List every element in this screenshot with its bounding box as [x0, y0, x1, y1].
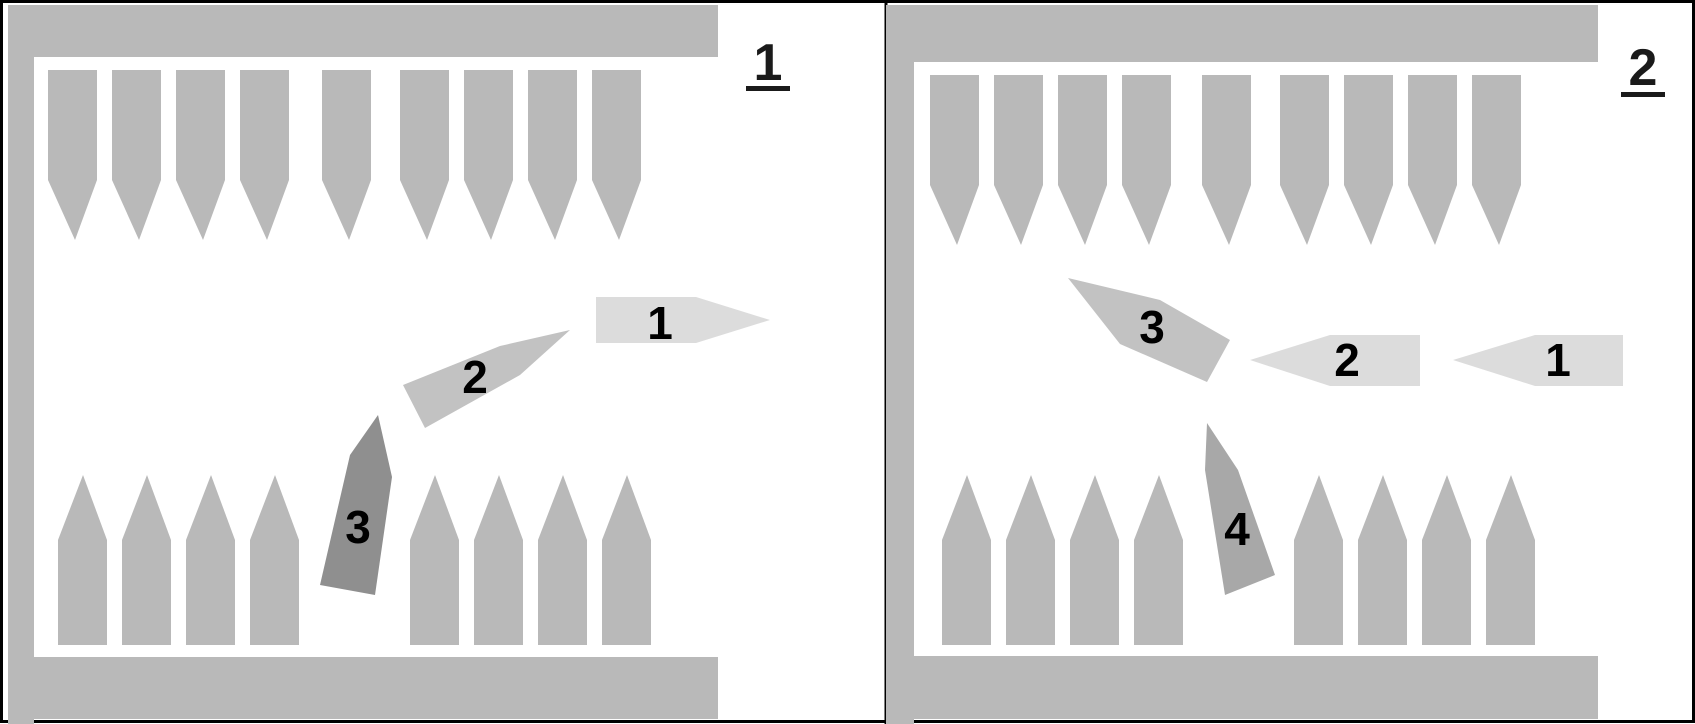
panel-label-underline: [1621, 92, 1665, 97]
maneuvering-boat-1: 1: [596, 297, 770, 349]
panel-1: 1 2 3 1: [8, 5, 790, 724]
left-wall: [8, 5, 34, 724]
berthed-boat: [240, 70, 289, 240]
berthed-boat: [1070, 475, 1119, 645]
berthed-boat: [122, 475, 171, 645]
boat-number: 3: [1139, 301, 1165, 353]
berthed-boat: [1358, 475, 1407, 645]
berthed-boat: [1472, 75, 1521, 245]
maneuvering-boat-2: 2: [403, 330, 570, 428]
boat-number: 4: [1224, 503, 1250, 555]
berthed-boat: [1006, 475, 1055, 645]
berthed-boat: [1422, 475, 1471, 645]
boat-number: 1: [647, 297, 673, 349]
berthed-boat: [410, 475, 459, 645]
panel-label: 1: [754, 34, 783, 92]
berthed-boats-top-row: [930, 75, 1521, 245]
berthed-boat: [930, 75, 979, 245]
berthed-boat: [474, 475, 523, 645]
berthed-boat: [942, 475, 991, 645]
top-wall: [8, 5, 718, 57]
boat-number: 1: [1545, 334, 1571, 386]
boat-hull: [596, 297, 770, 343]
panel-label-underline: [746, 86, 790, 91]
berthed-boat: [1344, 75, 1393, 245]
boat-hull: [1453, 335, 1623, 386]
berthed-boat: [1122, 75, 1171, 245]
panel-label: 2: [1629, 39, 1658, 97]
maneuvering-boat-4: 4: [1205, 423, 1275, 595]
berthed-boat: [112, 70, 161, 240]
bottom-wall: [886, 656, 1598, 719]
berthed-boat: [464, 70, 513, 240]
berthed-boat: [48, 70, 97, 240]
berthed-boat: [186, 475, 235, 645]
maneuvering-boat-1: 1: [1453, 334, 1623, 386]
berthed-boat: [400, 70, 449, 240]
boat-number: 2: [1334, 334, 1360, 386]
berthed-boat: [176, 70, 225, 240]
berthed-boat: [592, 70, 641, 240]
berthed-boat: [1058, 75, 1107, 245]
berthed-boat: [1134, 475, 1183, 645]
berthed-boat: [322, 70, 371, 240]
top-wall: [886, 5, 1598, 62]
berthed-boat: [528, 70, 577, 240]
left-wall: [886, 5, 914, 724]
bottom-wall: [8, 657, 718, 719]
maneuvering-boat-2: 2: [1250, 334, 1420, 386]
boat-number: 2: [462, 351, 488, 403]
berthed-boat: [250, 475, 299, 645]
berthed-boat: [1294, 475, 1343, 645]
berthed-boat: [994, 75, 1043, 245]
berthed-boat: [1280, 75, 1329, 245]
panel-2: 1 2 3 4 2: [886, 5, 1665, 724]
berthed-boats-top-row: [48, 70, 641, 240]
berthed-boat: [602, 475, 651, 645]
berthed-boat: [1486, 475, 1535, 645]
berthed-boat: [1408, 75, 1457, 245]
berthed-boat: [538, 475, 587, 645]
maneuvering-boat-3: 3: [320, 415, 392, 595]
maneuvering-boat-3: 3: [1068, 278, 1230, 382]
berthed-boat: [1202, 75, 1251, 245]
berthed-boat: [58, 475, 107, 645]
boat-number: 3: [345, 501, 371, 553]
